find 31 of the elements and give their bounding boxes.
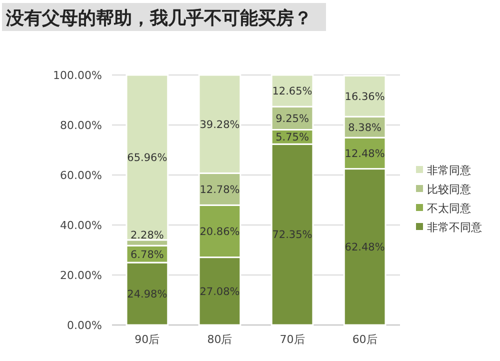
y-tick-label: 80.00% xyxy=(60,118,102,132)
chart-title: 没有父母的帮助，我几乎不可能买房？ xyxy=(5,8,312,29)
y-tick-label: 100.00% xyxy=(53,68,102,82)
data-label: 16.36% xyxy=(344,90,385,103)
data-label: 5.75% xyxy=(276,132,309,144)
legend-label: 不太同意 xyxy=(427,202,471,215)
y-tick-label: 0.00% xyxy=(67,318,102,332)
data-label: 12.78% xyxy=(200,184,240,196)
data-label: 20.86% xyxy=(200,226,240,238)
legend-label: 非常不同意 xyxy=(427,220,482,234)
x-tick-label: 70后 xyxy=(280,333,305,346)
data-label: 12.48% xyxy=(344,148,385,160)
x-tick-label: 60后 xyxy=(352,333,378,346)
data-label: 12.65% xyxy=(272,85,312,98)
x-tick-label: 90后 xyxy=(134,333,160,346)
legend-label: 非常同意 xyxy=(427,164,471,177)
y-tick-label: 60.00% xyxy=(60,168,102,182)
y-tick-label: 40.00% xyxy=(60,218,102,232)
data-label: 72.35% xyxy=(272,229,312,242)
data-label: 39.28% xyxy=(200,118,240,131)
data-label: 62.48% xyxy=(344,242,385,254)
x-tick-label: 80后 xyxy=(207,333,232,346)
data-label: 6.78% xyxy=(130,248,164,261)
y-tick-label: 20.00% xyxy=(60,268,102,282)
data-label: 27.08% xyxy=(200,286,240,298)
data-label: 8.38% xyxy=(348,122,382,134)
data-label: 2.28% xyxy=(130,230,164,242)
legend-label: 比较同意 xyxy=(427,182,471,196)
data-label: 24.98% xyxy=(127,288,168,300)
data-label: 65.96% xyxy=(127,152,168,164)
data-label: 9.25% xyxy=(276,112,309,125)
